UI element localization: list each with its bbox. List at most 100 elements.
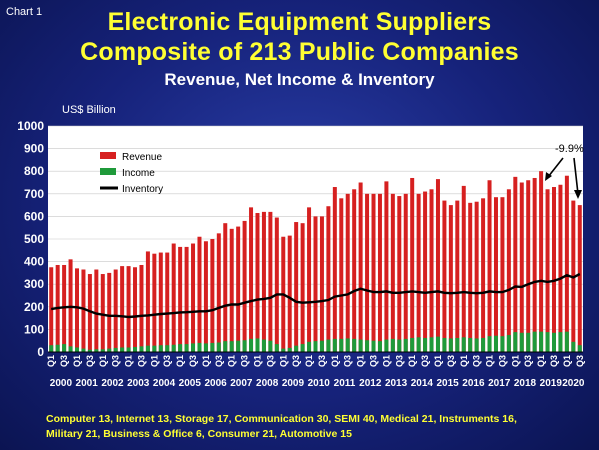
income-bar	[184, 344, 189, 352]
income-bar	[319, 340, 324, 352]
income-bar	[564, 331, 569, 352]
revenue-bar	[49, 267, 54, 352]
revenue-bar	[223, 223, 228, 352]
income-bar	[255, 338, 260, 352]
quarter-tick-label: Q3	[111, 355, 121, 367]
year-label: 2007	[230, 378, 253, 389]
revenue-bar	[268, 211, 273, 352]
income-bar	[500, 336, 505, 352]
quarter-tick-label: Q3	[59, 355, 69, 367]
annotation-label: -9.9%	[555, 143, 584, 155]
income-bar	[410, 337, 415, 352]
quarter-tick-label: Q3	[394, 355, 404, 367]
revenue-bar	[345, 193, 350, 352]
revenue-bar	[403, 193, 408, 352]
revenue-bar	[229, 228, 234, 352]
quarter-tick-label: Q1	[330, 355, 340, 367]
legend-swatch	[100, 168, 116, 175]
revenue-bar	[435, 179, 440, 352]
revenue-bar	[532, 177, 537, 352]
revenue-bar	[242, 220, 247, 352]
income-bar	[313, 341, 318, 352]
y-tick-label: 500	[24, 232, 44, 246]
income-bar	[506, 335, 511, 352]
year-label: 2014	[411, 378, 434, 389]
revenue-bar	[236, 226, 241, 352]
year-label: 2018	[514, 378, 537, 389]
legend-label: Inventory	[122, 184, 163, 195]
quarter-tick-label: Q3	[497, 355, 507, 367]
income-bar	[287, 347, 292, 352]
quarter-tick-label: Q1	[510, 355, 520, 367]
revenue-bar	[158, 252, 163, 352]
quarter-tick-label: Q1	[278, 355, 288, 367]
quarter-tick-label: Q3	[136, 355, 146, 367]
year-label: 2015	[437, 378, 460, 389]
revenue-bar	[487, 180, 492, 352]
revenue-bar	[506, 189, 511, 352]
quarter-tick-label: Q3	[162, 355, 172, 367]
revenue-bar	[371, 193, 376, 352]
income-bar	[49, 345, 54, 352]
income-bar	[120, 347, 125, 352]
income-bar	[345, 338, 350, 352]
revenue-bar	[410, 177, 415, 352]
income-bar	[274, 344, 279, 352]
unit-label: US$ Billion	[62, 104, 116, 116]
revenue-bar	[255, 213, 260, 352]
revenue-bar	[184, 246, 189, 352]
annotation-arrow	[547, 157, 564, 178]
revenue-bar	[448, 205, 453, 352]
income-bar	[197, 342, 202, 352]
income-bar	[281, 348, 286, 352]
y-tick-label: 0	[37, 345, 44, 359]
revenue-bar	[564, 175, 569, 352]
year-label: 2016	[462, 378, 485, 389]
income-bar	[191, 343, 196, 352]
revenue-bar	[120, 266, 125, 352]
quarter-tick-label: Q3	[472, 355, 482, 367]
revenue-bar	[178, 246, 183, 352]
income-bar	[423, 337, 428, 352]
quarter-tick-label: Q1	[536, 355, 546, 367]
revenue-bar	[287, 235, 292, 352]
income-bar	[229, 341, 234, 352]
y-tick-label: 900	[24, 142, 44, 156]
income-bar	[455, 337, 460, 352]
revenue-bar	[94, 269, 99, 352]
income-bar	[474, 338, 479, 352]
revenue-bar	[274, 217, 279, 352]
quarter-tick-label: Q1	[304, 355, 314, 367]
quarter-tick-label: Q1	[433, 355, 443, 367]
revenue-bar	[377, 193, 382, 352]
revenue-bar	[81, 269, 86, 352]
income-bar	[384, 339, 389, 352]
income-bar	[249, 338, 254, 352]
quarter-tick-label: Q1	[485, 355, 495, 367]
quarter-tick-label: Q1	[72, 355, 82, 367]
revenue-bar	[468, 202, 473, 352]
quarter-tick-label: Q1	[252, 355, 262, 367]
quarter-tick-label: Q1	[98, 355, 108, 367]
revenue-bar	[558, 184, 563, 352]
income-bar	[55, 344, 60, 352]
quarter-tick-label: Q3	[85, 355, 95, 367]
quarter-tick-label: Q3	[575, 355, 585, 367]
income-bar	[481, 337, 486, 352]
quarter-tick-label: Q3	[549, 355, 559, 367]
footer-line-2: Military 21, Business & Office 6, Consum…	[46, 428, 352, 440]
revenue-bar	[300, 223, 305, 352]
revenue-bar	[75, 268, 80, 352]
quarter-tick-label: Q3	[265, 355, 275, 367]
income-bar	[75, 347, 80, 352]
quarter-tick-label: Q1	[175, 355, 185, 367]
income-bar	[526, 332, 531, 352]
income-bar	[152, 345, 157, 352]
quarter-tick-label: Q1	[149, 355, 159, 367]
quarter-tick-label: Q3	[214, 355, 224, 367]
revenue-bar	[332, 187, 337, 352]
income-bar	[210, 342, 215, 352]
year-label: 2009	[282, 378, 305, 389]
income-bar	[294, 345, 299, 352]
y-tick-label: 400	[24, 255, 44, 269]
